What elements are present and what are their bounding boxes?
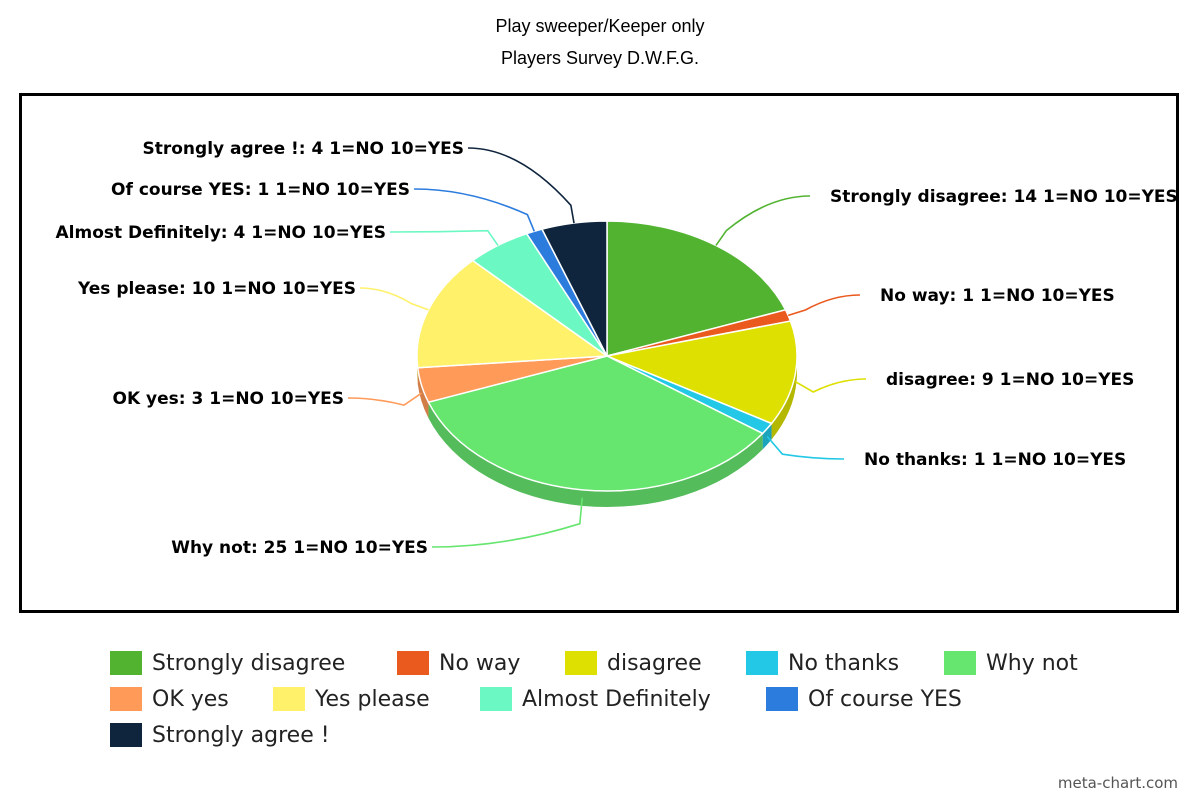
legend-item[interactable]: Yes please: [273, 686, 430, 712]
slice-label-8: Of course YES: 1 1=NO 10=YES: [111, 180, 410, 200]
pie-slice-6: [416, 259, 610, 369]
slice-label-5: OK yes: 3 1=NO 10=YES: [113, 389, 344, 409]
legend-item[interactable]: OK yes: [110, 686, 229, 712]
pie-top: [416, 220, 798, 492]
legend-swatch: [110, 687, 142, 711]
chart-legend: Strongly disagree No way disagree No thanks…: [110, 650, 1110, 760]
pie-side-5: [417, 367, 429, 419]
legend-label: No way: [439, 650, 521, 676]
slice-label-2: disagree: 9 1=NO 10=YES: [886, 370, 1134, 390]
slice-label-0: Strongly disagree: 14 1=NO 10=YES: [830, 187, 1176, 207]
legend-item[interactable]: No way: [397, 650, 520, 676]
plot-area: Strongly disagree: 14 1=NO 10=YES No way:…: [19, 93, 1179, 613]
pie-side-4: [428, 402, 763, 508]
slice-label-4: Why not: 25 1=NO 10=YES: [171, 538, 428, 558]
leader-line-5: [347, 392, 422, 406]
legend-item[interactable]: disagree: [565, 650, 702, 676]
pie-slice-2: [604, 320, 798, 425]
watermark: meta-chart.com: [1057, 774, 1178, 792]
legend-item[interactable]: Almost Definitely: [480, 686, 711, 712]
legend-item[interactable]: Of course YES: [766, 686, 962, 712]
slice-labels: Strongly disagree: 14 1=NO 10=YES No way:…: [56, 139, 1176, 558]
leader-line-7: [389, 229, 499, 246]
slice-label-3: No thanks: 1 1=NO 10=YES: [864, 450, 1126, 470]
legend-item[interactable]: Strongly disagree: [110, 650, 345, 676]
pie-chart: Strongly disagree: 14 1=NO 10=YES No way:…: [56, 139, 1176, 558]
slice-label-9: Strongly agree !: 4 1=NO 10=YES: [143, 139, 465, 159]
legend-label: Strongly agree !: [152, 722, 330, 748]
legend-swatch: [746, 651, 778, 675]
leader-line-9: [467, 147, 575, 224]
leader-line-6: [359, 287, 429, 311]
leader-lines: [347, 147, 867, 548]
legend-label: Strongly disagree: [152, 650, 346, 676]
chart-subtitle: Players Survey D.W.F.G.: [500, 48, 700, 68]
legend-label: disagree: [607, 650, 702, 676]
pie-side-2: [771, 356, 797, 440]
legend-item[interactable]: No thanks: [746, 650, 899, 676]
legend-swatch: [944, 651, 976, 675]
slice-label-7: Almost Definitely: 4 1=NO 10=YES: [56, 223, 386, 243]
legend-label: Why not: [986, 650, 1078, 676]
pie-slice-0: [606, 220, 787, 357]
legend-swatch: [480, 687, 512, 711]
leader-line-2: [794, 378, 867, 393]
legend-swatch: [110, 723, 142, 747]
leader-line-8: [413, 188, 536, 232]
legend-swatch: [110, 651, 142, 675]
slice-label-6: Yes please: 10 1=NO 10=YES: [77, 279, 356, 299]
legend-swatch: [273, 687, 305, 711]
legend-label: Yes please: [315, 686, 430, 712]
pie-side-3: [762, 423, 772, 450]
legend-label: Of course YES: [808, 686, 962, 712]
chart-title: Play sweeper/Keeper only: [495, 16, 705, 36]
leader-line-0: [715, 195, 811, 246]
slice-label-1: No way: 1 1=NO 10=YES: [880, 286, 1115, 306]
pie-slice-4: [427, 355, 764, 492]
leader-line-4: [431, 497, 583, 548]
legend-swatch: [565, 651, 597, 675]
legend-swatch: [766, 687, 798, 711]
legend-label: OK yes: [152, 686, 229, 712]
legend-item[interactable]: Why not: [944, 650, 1078, 676]
legend-label: Almost Definitely: [522, 686, 711, 712]
legend-item[interactable]: Strongly agree !: [110, 722, 330, 748]
leader-line-1: [787, 294, 861, 317]
legend-swatch: [397, 651, 429, 675]
legend-label: No thanks: [788, 650, 900, 676]
leader-line-3: [766, 436, 845, 460]
